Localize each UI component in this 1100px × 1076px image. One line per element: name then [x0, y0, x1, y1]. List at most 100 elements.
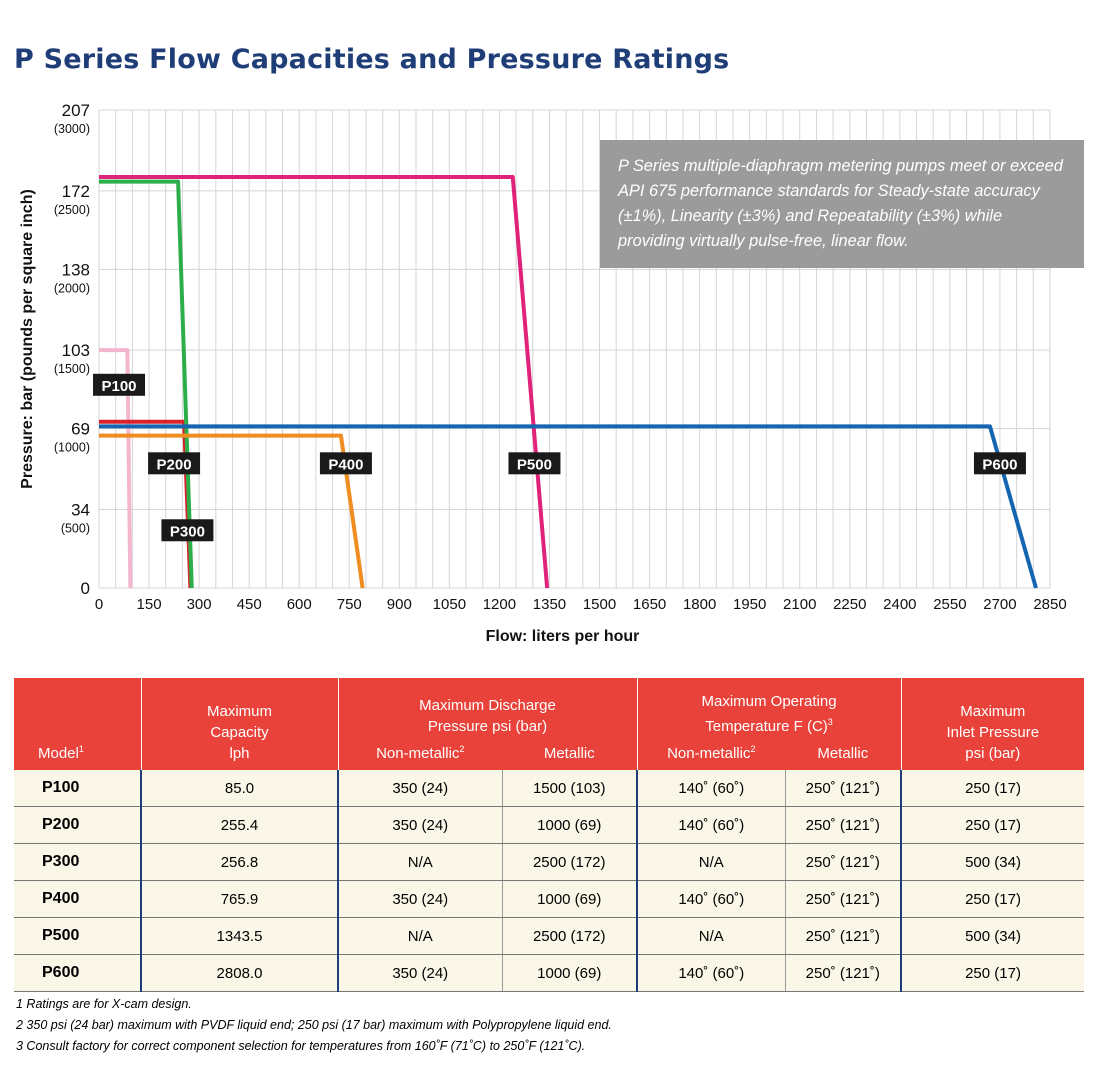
y-tick-sublabel: (2500) [54, 203, 90, 217]
footnote-1: 1 Ratings are for X-cam design. [16, 997, 192, 1011]
series-label-box-p400 [319, 452, 372, 475]
y-axis-title: Pressure: bar (pounds per square inch) [19, 189, 36, 489]
x-tick-label: 450 [237, 596, 262, 613]
table-row: P500 1343.5 N/A 2500 (172) N/A 250˚ (121˚) 500… [14, 917, 1085, 955]
inlet-pressure-cell: 250 (17) [901, 806, 1085, 844]
capacity-cell: 1343.5 [141, 917, 339, 955]
x-axis-title: Flow: liters per hour [486, 628, 640, 645]
inlet-pressure-cell: 250 (17) [901, 880, 1085, 918]
col-header-discharge-metallic: Metallic [502, 737, 638, 770]
temp-metallic-cell: 250˚ (121˚) [785, 880, 903, 918]
discharge-nonmetallic-cell: 350 (24) [338, 770, 503, 807]
footnote-2: 2 350 psi (24 bar) maximum with PVDF liq… [16, 1018, 612, 1032]
table-row: P600 2808.0 350 (24) 1000 (69) 140˚ (60˚) 250… [14, 954, 1085, 992]
temp-nonmetallic-cell: N/A [637, 843, 786, 881]
inlet-pressure-cell: 500 (34) [901, 917, 1085, 955]
series-label-box-p300 [161, 519, 214, 542]
col-header-temp-nonmetallic: Non-metallic2 [637, 737, 786, 770]
temp-metallic-cell: 250˚ (121˚) [785, 843, 903, 881]
model-cell: P300 [14, 843, 142, 881]
x-tick-label: 150 [137, 596, 162, 613]
capacity-cell: 255.4 [141, 806, 339, 844]
capacity-cell: 256.8 [141, 843, 339, 881]
model-cell: P500 [14, 917, 142, 955]
y-tick-label: 103 [62, 341, 90, 360]
inlet-pressure-cell: 250 (17) [901, 770, 1085, 807]
x-tick-label: 0 [95, 596, 103, 613]
capacity-cell: 2808.0 [141, 954, 339, 992]
discharge-metallic-cell: 1000 (69) [502, 880, 639, 918]
y-tick-label: 172 [62, 182, 90, 201]
chart-series [99, 174, 1038, 589]
table-row: P100 85.0 350 (24) 1500 (103) 140˚ (60˚) 250˚… [14, 770, 1085, 807]
series-label-p500: P500 [517, 456, 552, 473]
chart-grid [98, 109, 1051, 589]
col-header-inlet: Maximum Inlet Pressure psi (bar) [901, 678, 1085, 770]
y-tick-sublabel: (500) [61, 521, 90, 535]
series-line-p100 [99, 348, 133, 589]
x-tick-label: 1800 [683, 596, 716, 613]
discharge-metallic-cell: 2500 (172) [502, 843, 639, 881]
temp-nonmetallic-cell: 140˚ (60˚) [637, 770, 786, 807]
discharge-metallic-cell: 1000 (69) [502, 806, 639, 844]
col-header-discharge: Maximum Discharge Pressure psi (bar) [338, 678, 638, 738]
discharge-nonmetallic-cell: 350 (24) [338, 954, 503, 992]
y-tick-sublabel: (1000) [54, 441, 90, 455]
capacity-cell: 765.9 [141, 880, 339, 918]
footnotes: 1 Ratings are for X-cam design. 2 350 ps… [16, 994, 612, 1057]
header-row-subs: Non-metallic2 Metallic Non-metallic2 Met… [14, 737, 1084, 770]
header-row-groups: Model1 Maximum Capacity lph Maximum Discha… [14, 678, 1085, 770]
x-tick-label: 2400 [883, 596, 916, 613]
flow-pressure-chart: P100 P200 P300 P400 P500 P600 0 150 300 450 600 75… [19, 101, 1067, 645]
page-title: P Series Flow Capacities and Pressure Ra… [14, 44, 730, 75]
model-cell: P400 [14, 880, 142, 918]
chart-axes: 0 150 300 450 600 750 900 1050 1200 1350 1500 1650 1… [19, 101, 1067, 645]
specs-table-body: P100 85.0 350 (24) 1500 (103) 140˚ (60˚) 250˚… [14, 770, 1085, 992]
series-label-box-p600 [973, 452, 1026, 475]
x-tick-label: 2250 [833, 596, 866, 613]
footnote-3: 3 Consult factory for correct component … [16, 1039, 586, 1053]
x-tick-label: 1350 [533, 596, 566, 613]
temp-nonmetallic-cell: N/A [637, 917, 786, 955]
table-row: P200 255.4 350 (24) 1000 (69) 140˚ (60˚) 250˚… [14, 806, 1085, 844]
discharge-metallic-cell: 2500 (172) [502, 917, 639, 955]
y-tick-label: 138 [62, 260, 90, 279]
series-line-p500 [99, 174, 550, 589]
discharge-nonmetallic-cell: N/A [338, 843, 503, 881]
performance-note: P Series multiple-diaphragm metering pum… [600, 140, 1084, 268]
discharge-nonmetallic-cell: N/A [338, 917, 503, 955]
series-label-p100: P100 [101, 378, 136, 395]
table-row: P400 765.9 350 (24) 1000 (69) 140˚ (60˚) 250˚… [14, 880, 1085, 918]
series-label-p600: P600 [982, 456, 1017, 473]
col-header-capacity: Maximum Capacity lph [141, 678, 339, 770]
x-tick-label: 1050 [433, 596, 466, 613]
y-tick-label: 34 [71, 500, 90, 519]
y-tick-sublabel: (1500) [54, 362, 90, 376]
inlet-pressure-cell: 500 (34) [901, 843, 1085, 881]
specs-table: Model1 Maximum Capacity lph Maximum Discha… [14, 678, 1085, 992]
model-cell: P200 [14, 806, 142, 844]
inlet-pressure-cell: 250 (17) [901, 954, 1085, 992]
x-tick-label: 2850 [1033, 596, 1066, 613]
temp-metallic-cell: 250˚ (121˚) [785, 806, 903, 844]
discharge-nonmetallic-cell: 350 (24) [338, 880, 503, 918]
y-tick-sublabel: (3000) [54, 122, 90, 136]
x-tick-label: 2100 [783, 596, 816, 613]
discharge-metallic-cell: 1500 (103) [502, 770, 639, 807]
discharge-nonmetallic-cell: 350 (24) [338, 806, 503, 844]
series-label-box-p100 [93, 373, 146, 396]
temp-metallic-cell: 250˚ (121˚) [785, 770, 903, 807]
series-label-p200: P200 [157, 456, 192, 473]
series-line-p600 [99, 424, 1038, 589]
chart-series-labels: P100 P200 P300 P400 P500 P600 [93, 373, 1026, 542]
model-cell: P600 [14, 954, 142, 992]
x-tick-label: 2550 [933, 596, 966, 613]
x-tick-label: 1500 [583, 596, 616, 613]
y-tick-label: 207 [62, 101, 90, 120]
y-tick-label: 0 [81, 579, 90, 598]
table-row: P300 256.8 N/A 2500 (172) N/A 250˚ (121˚) 500 … [14, 843, 1085, 881]
temp-metallic-cell: 250˚ (121˚) [785, 917, 903, 955]
series-label-box-p500 [508, 452, 561, 475]
series-line-p200 [99, 419, 193, 589]
y-tick-label: 69 [71, 420, 90, 439]
